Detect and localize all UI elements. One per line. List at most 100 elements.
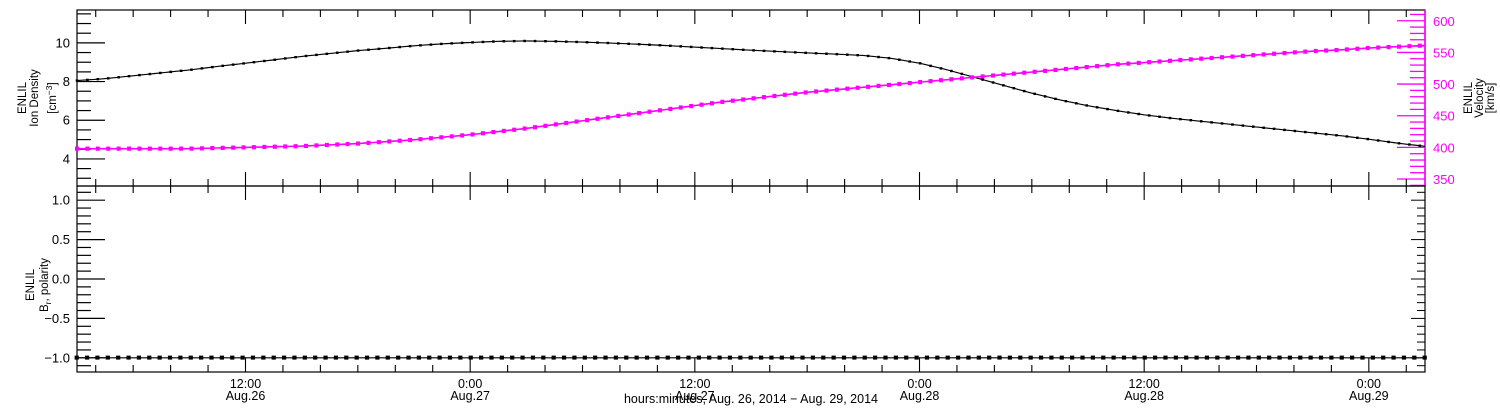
svg-text:Br, polarity: Br, polarity xyxy=(39,258,53,312)
data-point-marker xyxy=(209,355,214,360)
data-point-marker xyxy=(481,40,485,44)
data-point-marker xyxy=(574,119,579,124)
data-point-marker xyxy=(824,88,829,93)
data-point-marker xyxy=(252,61,256,64)
data-point-marker xyxy=(613,355,618,360)
data-point-marker xyxy=(501,128,506,134)
panel-density-velocity: 4 6 8 10 350 400 450 500 550 600 ENLIL Ion Densi… xyxy=(17,9,1497,187)
data-point-marker xyxy=(1070,355,1075,360)
data-point-marker xyxy=(105,355,110,360)
polarity-tick-label: −0.5 xyxy=(44,311,70,326)
x-axis-tick-labels: 12:00Aug.260:00Aug.2712:00Aug.270:00Aug.… xyxy=(226,377,1389,403)
data-point-marker xyxy=(1370,355,1375,360)
data-point-marker xyxy=(314,143,319,148)
data-point-marker xyxy=(158,146,163,151)
velocity-title-line1: ENLIL xyxy=(1463,81,1475,114)
data-point-marker xyxy=(949,77,954,82)
data-point-marker xyxy=(987,355,992,360)
data-point-marker xyxy=(907,80,912,86)
data-point-marker xyxy=(313,355,318,360)
data-point-marker xyxy=(1063,66,1068,72)
polarity-left-tick-labels: −1.0 −0.5 0.0 0.5 1.0 xyxy=(44,193,70,366)
data-point-marker xyxy=(1111,355,1116,360)
data-point-marker xyxy=(520,355,525,360)
data-point-marker xyxy=(541,355,546,360)
data-point-marker xyxy=(782,92,787,97)
data-point-marker xyxy=(938,78,943,83)
data-point-marker xyxy=(1230,54,1235,59)
x-tick-time-label: 0:00 xyxy=(1357,377,1381,391)
data-point-marker xyxy=(250,355,256,360)
data-point-marker xyxy=(147,146,152,151)
data-point-marker xyxy=(1028,355,1033,360)
data-point-marker xyxy=(1038,355,1044,360)
data-point-marker xyxy=(1106,107,1109,111)
polarity-title-line1: ENLIL xyxy=(25,268,37,301)
data-point-marker xyxy=(263,59,266,63)
density-tick-label: 6 xyxy=(63,113,70,128)
svg-text:Velocity: Velocity xyxy=(1474,78,1486,118)
data-point-marker xyxy=(1090,355,1095,360)
x-tick-date-label: Aug.28 xyxy=(1124,389,1164,403)
data-point-marker xyxy=(721,47,724,50)
data-point-marker xyxy=(950,69,953,73)
data-point-marker xyxy=(1345,135,1349,138)
data-point-marker xyxy=(106,77,110,80)
data-point-marker xyxy=(1251,53,1256,58)
data-point-marker xyxy=(1376,139,1380,142)
data-point-marker xyxy=(1064,99,1068,103)
data-point-marker xyxy=(261,355,266,360)
data-point-marker xyxy=(866,54,870,58)
data-point-marker xyxy=(1376,45,1381,50)
data-point-marker xyxy=(376,140,381,145)
data-point-marker xyxy=(96,77,100,81)
data-point-marker xyxy=(862,355,867,360)
data-point-marker xyxy=(367,48,370,51)
data-point-marker xyxy=(323,355,328,360)
data-point-marker xyxy=(1179,117,1182,121)
data-point-marker xyxy=(356,49,360,52)
data-point-marker xyxy=(85,146,90,151)
data-point-marker xyxy=(627,42,630,46)
data-point-marker xyxy=(773,50,776,53)
data-point-marker xyxy=(387,139,392,144)
data-point-marker xyxy=(676,355,681,360)
density-tick-label: 10 xyxy=(56,35,70,50)
data-point-marker xyxy=(564,40,568,43)
data-point-marker xyxy=(1043,68,1048,73)
data-point-marker xyxy=(148,72,152,76)
data-point-marker xyxy=(914,355,919,360)
data-point-marker xyxy=(658,44,662,47)
data-point-marker xyxy=(1147,114,1151,117)
density-title-units-close: ] xyxy=(47,82,59,85)
data-point-marker xyxy=(512,127,517,132)
data-point-marker xyxy=(440,42,443,46)
data-point-marker xyxy=(211,65,214,69)
data-point-marker xyxy=(190,68,193,71)
data-point-marker xyxy=(1136,60,1141,66)
data-point-marker xyxy=(346,50,349,53)
data-point-marker xyxy=(242,62,245,65)
data-point-marker xyxy=(1335,134,1338,137)
velocity-axis-title: ENLIL Velocity [km/s] xyxy=(1463,78,1497,118)
velocity-title-line3: [km/s] xyxy=(1485,83,1497,114)
data-point-marker xyxy=(491,130,496,135)
data-point-marker xyxy=(834,87,839,92)
data-point-marker xyxy=(605,115,610,120)
data-point-marker xyxy=(241,145,246,150)
data-point-marker xyxy=(647,109,652,114)
data-point-marker xyxy=(136,355,142,360)
data-point-marker xyxy=(1022,70,1027,75)
data-point-marker xyxy=(1137,112,1141,116)
data-point-marker xyxy=(561,355,567,360)
data-point-marker xyxy=(991,81,995,84)
data-point-marker xyxy=(855,85,860,90)
data-point-marker xyxy=(1407,44,1412,49)
data-point-marker xyxy=(720,99,725,104)
data-point-marker xyxy=(366,140,371,145)
data-point-marker xyxy=(1054,97,1057,101)
data-point-marker xyxy=(116,146,121,151)
data-point-marker xyxy=(1199,56,1204,61)
data-point-marker xyxy=(1231,123,1234,126)
